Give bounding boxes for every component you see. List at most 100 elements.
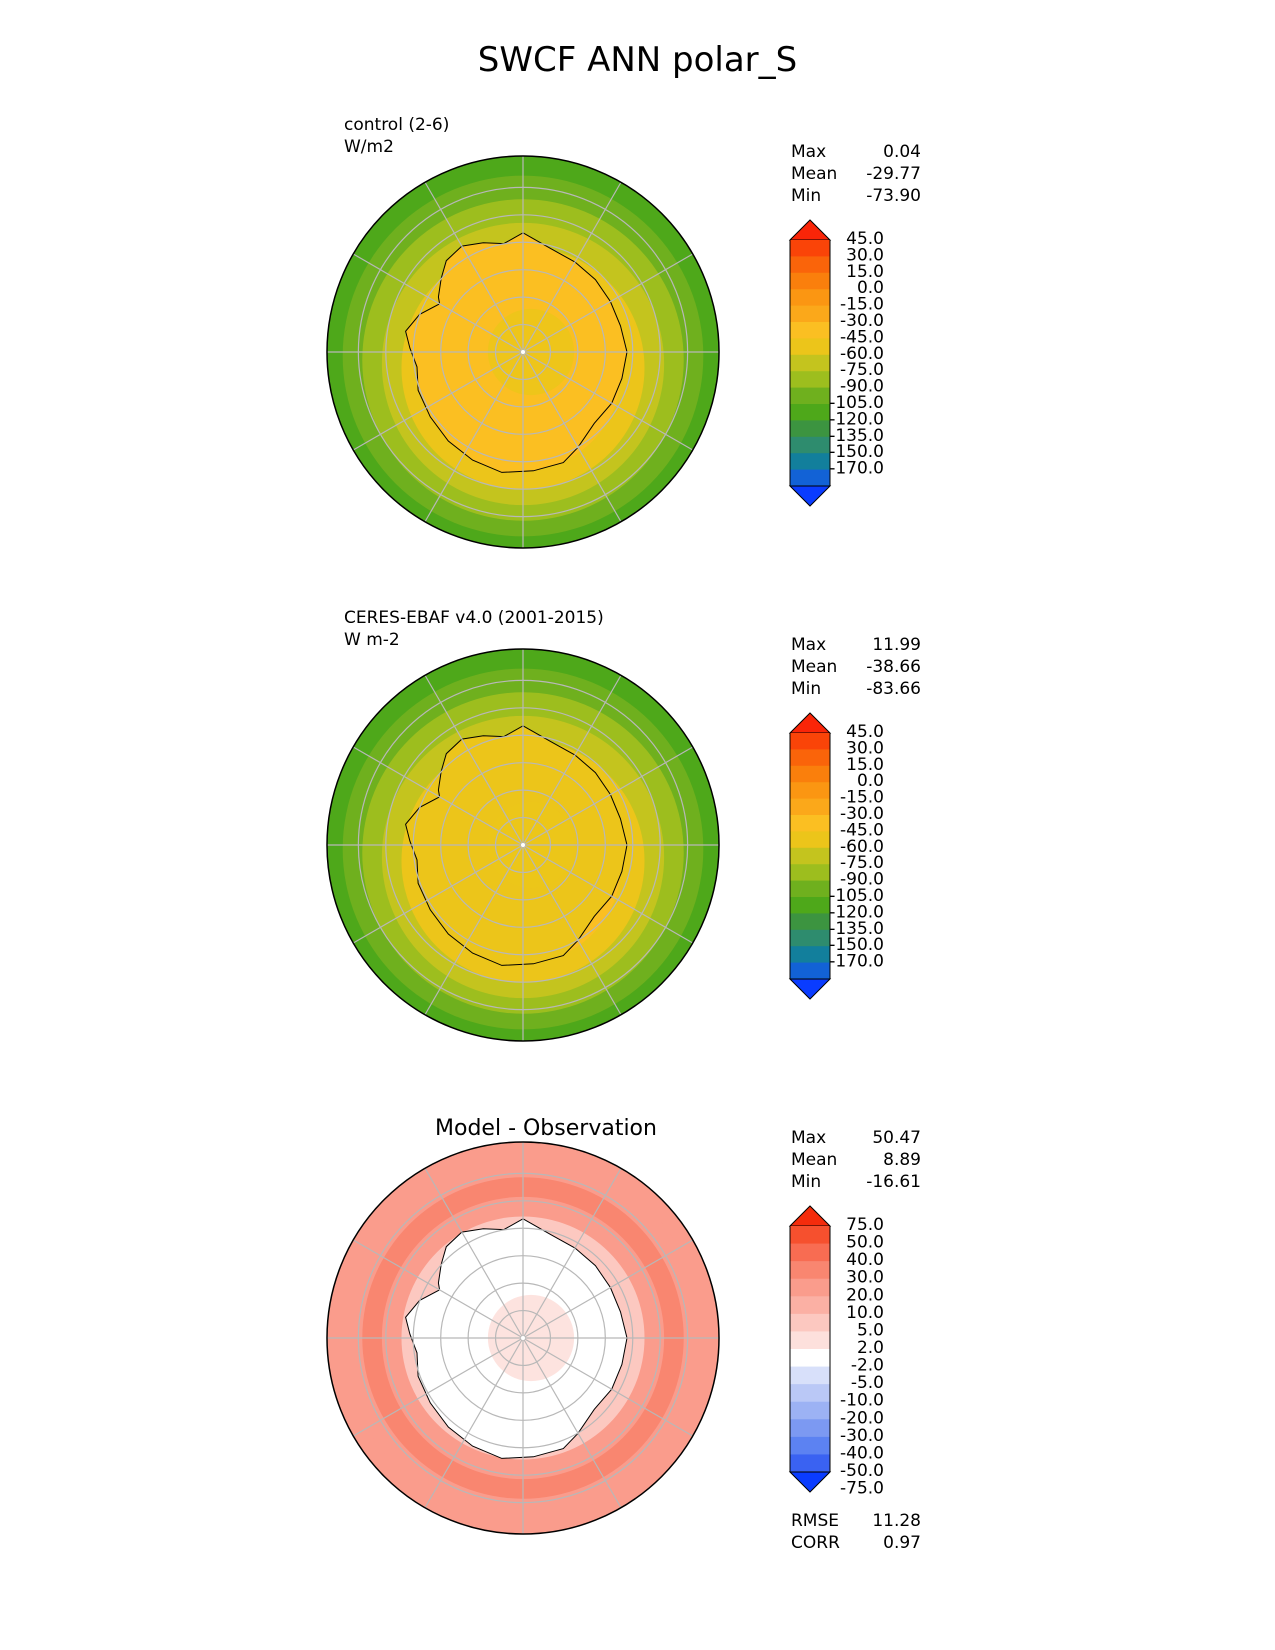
colorbar-tick-label: -75.0 (840, 1479, 884, 1499)
colorbar-bin (790, 1366, 830, 1385)
panel-observation: CERES-EBAF v4.0 (2001-2015) W m-2 Max 11.… (0, 603, 1275, 1093)
stats-box: Max 11.99 Mean -38.66 Min -83.66 (791, 634, 921, 700)
colorbar-bin (790, 420, 830, 438)
colorbar-bin (790, 733, 830, 750)
colorbar-extend-max (788, 712, 832, 734)
colorbar-tick-label: 75.0 (846, 1215, 884, 1235)
colorbar-bin (790, 338, 830, 356)
colorbar-tick-label: -75.0 (840, 360, 884, 380)
meridian-line (522, 674, 622, 846)
stat-mean: Mean -38.66 (791, 657, 921, 677)
colorbar: 45.030.015.00.0-15.0-30.0-45.0-60.0-75.0… (788, 712, 884, 1000)
stat-max: Max 50.47 (791, 1128, 921, 1148)
colorbar-tick-label: 5.0 (857, 1320, 884, 1340)
colorbar: 75.050.040.030.020.010.05.02.0-2.0-5.0-1… (788, 1205, 884, 1499)
colorbar-tick-label: -45.0 (840, 820, 884, 840)
colorbar-bin (790, 404, 830, 421)
colorbar-tick-label: 45.0 (846, 722, 884, 742)
colorbar-tick-label: 0.0 (857, 771, 884, 791)
colorbar-tick-label: -105.0 (829, 886, 884, 906)
colorbar-bin (790, 815, 830, 832)
polar-map (326, 1141, 720, 1535)
colorbar-tick-label: -15.0 (840, 295, 884, 315)
colorbar-tick-label: -30.0 (840, 311, 884, 331)
colorbar-bin (790, 782, 830, 800)
stat-max: Max 0.04 (791, 142, 921, 162)
colorbar-tick-label: -20.0 (840, 1408, 884, 1428)
colorbar-bin (790, 1384, 830, 1403)
meridian-line (522, 1337, 694, 1437)
meridian-line (522, 746, 694, 846)
stat-min: Min -73.90 (791, 186, 921, 206)
colorbar-tick-label: -60.0 (840, 344, 884, 364)
meridian-line (522, 351, 694, 451)
colorbar-tick-label: 2.0 (857, 1338, 884, 1358)
colorbar-bin (790, 765, 830, 783)
colorbar-tick-label: -135.0 (829, 919, 884, 939)
meridian-line (522, 844, 694, 944)
south-pole-marker (521, 1336, 525, 1340)
colorbar-tick-label: -5.0 (851, 1373, 884, 1393)
colorbar-tick-label: 45.0 (846, 229, 884, 249)
colorbar-extend-max (788, 1205, 832, 1227)
colorbar-tick-label: -30.0 (840, 804, 884, 824)
colorbar-bin (790, 289, 830, 307)
panel-label-line1: control (2-6) (344, 115, 450, 135)
colorbar-bin (790, 371, 830, 389)
map-boundary (326, 648, 720, 1042)
colorbar-bin (790, 897, 830, 914)
colorbar-bin (790, 798, 830, 816)
colorbar-bin (790, 946, 830, 964)
colorbar-tick-label: 30.0 (846, 245, 884, 265)
meridian-line (424, 1337, 524, 1509)
meridian-line (424, 181, 524, 353)
colorbar-tick-label: -50.0 (840, 1461, 884, 1481)
panel-title: Model - Observation (435, 1116, 657, 1141)
colorbar-extend-min (788, 1471, 832, 1493)
colorbar-tick-label: 0.0 (857, 278, 884, 298)
colorbar-bin (790, 272, 830, 290)
colorbar-bin (790, 1436, 830, 1455)
colorbar-bin (790, 1419, 830, 1438)
stat-mean: Mean -29.77 (791, 164, 921, 184)
south-pole-marker (521, 843, 525, 847)
stat-max: Max 11.99 (791, 635, 921, 655)
colorbar-bin (790, 913, 830, 931)
colorbar-bin (790, 1401, 830, 1420)
colorbar-tick-label: -150.0 (829, 442, 884, 462)
meridian-line (352, 253, 524, 353)
colorbar-bin (790, 864, 830, 882)
colorbar-tick-label: -120.0 (829, 902, 884, 922)
colorbar-tick-label: -40.0 (840, 1443, 884, 1463)
colorbar-tick-label: -105.0 (829, 393, 884, 413)
panel-label: control (2-6) W/m2 (344, 114, 449, 158)
colorbar-tick-label: -10.0 (840, 1391, 884, 1411)
meridian-line (424, 674, 524, 846)
colorbar-tick-label: -75.0 (840, 853, 884, 873)
colorbar-tick-label: -170.0 (829, 459, 884, 479)
meridian-line (352, 1239, 524, 1339)
colorbar-tick-label: -90.0 (840, 870, 884, 890)
colorbar-extend-max (788, 219, 832, 241)
meridian-line (424, 351, 524, 523)
map-boundary (326, 1141, 720, 1535)
colorbar-bin (790, 354, 830, 372)
panel-control: control (2-6) W/m2 Max 0.04 Mean -29.77 Mi… (0, 110, 1275, 600)
colorbar: 45.030.015.00.0-15.0-30.0-45.0-60.0-75.0… (788, 219, 884, 507)
polar-map (326, 155, 720, 549)
colorbar-bin (790, 1331, 830, 1350)
error-stats-box: RMSE 11.28 CORR 0.97 (791, 1510, 921, 1554)
panel-difference: Model - Observation Max 50.47 Mean 8.89 Mi… (0, 1096, 1275, 1586)
colorbar-tick-label: 40.0 (846, 1250, 884, 1270)
colorbar-tick-label: -170.0 (829, 952, 884, 972)
stat-mean: Mean 8.89 (791, 1150, 921, 1170)
colorbar-bin (790, 436, 830, 454)
colorbar-bin (790, 256, 830, 274)
meridian-line (352, 746, 524, 846)
stat-corr: CORR 0.97 (791, 1533, 921, 1553)
colorbar-bin (790, 1313, 830, 1332)
colorbar-tick-label: -45.0 (840, 327, 884, 347)
meridian-line (352, 1337, 524, 1437)
meridian-line (522, 1167, 622, 1339)
colorbar-tick-label: 50.0 (846, 1233, 884, 1253)
